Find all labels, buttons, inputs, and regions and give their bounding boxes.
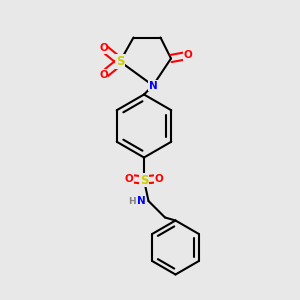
Text: S: S — [140, 173, 148, 187]
Text: N: N — [148, 80, 158, 91]
Text: O: O — [124, 173, 134, 184]
Text: N: N — [136, 196, 146, 206]
Text: O: O — [183, 50, 192, 61]
Text: H: H — [128, 196, 136, 206]
Text: O: O — [99, 43, 108, 53]
Text: O: O — [99, 70, 108, 80]
Text: O: O — [154, 173, 164, 184]
Text: S: S — [116, 55, 124, 68]
